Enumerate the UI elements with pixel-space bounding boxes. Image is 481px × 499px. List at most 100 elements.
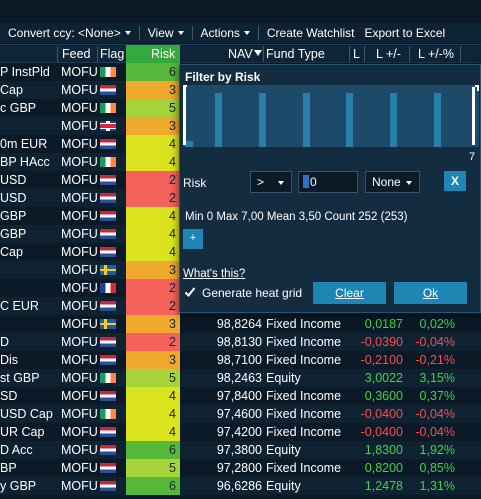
popup-title: Filter by Risk [185,70,261,84]
table-row[interactable]: st GBP MOFU 5 98,2463 Equity 3,0022 3,15% [0,369,481,387]
change-cell: 0,8200 [364,461,403,475]
export-excel-button[interactable]: Export to Excel [364,26,446,40]
table-row[interactable]: MOFU 3 98,8264 Fixed Income 0,0187 0,02% [0,315,481,333]
column-divider [364,46,365,62]
clear-button[interactable]: Clear [313,282,386,304]
filter-by-risk-popup: Filter by Risk 7 Risk > 0 None X Min 0 M… [179,64,481,313]
country-flag-icon [100,301,116,311]
table-row[interactable]: Dis MOFU 3 98,7100 Fixed Income -0,2100 -0,21% [0,351,481,369]
fund-name: GBP [0,209,27,223]
feed-cell: MOFU [61,389,98,403]
risk-cell: 4 [126,387,180,405]
add-condition-button[interactable]: + [183,229,203,249]
nav-cell: 97,8400 [216,389,262,403]
fund-type-cell: Fixed Income [266,353,342,367]
risk-value: 2 [169,191,176,205]
range-handle-left[interactable] [183,87,186,145]
risk-value-input[interactable]: 0 [298,171,358,193]
table-row[interactable]: MOFU 2 [0,279,481,297]
table-row[interactable]: P InstPld MOFU 6 [0,63,481,81]
column-header-l[interactable]: L [353,47,360,61]
fund-name: BP [0,461,17,475]
feed-cell: MOFU [61,281,98,295]
change-pct-cell: 3,15% [419,371,455,385]
heat-grid-checkbox[interactable] [184,286,196,298]
actions-menu[interactable]: Actions [193,23,258,43]
grid-header: Feed Flag Risk NAV Fund Type L L +/- L +… [0,44,481,63]
feed-cell: MOFU [61,209,98,223]
table-row[interactable]: BP MOFU 5 97,2800 Fixed Income 0,8200 0,85% [0,459,481,477]
column-header-l-change[interactable]: L +/- [376,47,401,61]
risk-cell: 2 [126,171,180,189]
country-flag-icon [100,391,116,401]
fund-name: UR Cap [0,425,45,439]
nav-cell: 97,2800 [216,461,262,475]
remove-filter-button[interactable]: X [444,171,466,191]
convert-currency-dropdown[interactable]: Convert ccy: <None> [0,23,139,43]
table-row[interactable]: c GBP MOFU 5 [0,99,481,117]
risk-histogram[interactable] [183,85,479,147]
table-row[interactable]: D MOFU 2 98,8130 Fixed Income -0,0390 -0,04% [0,333,481,351]
change-cell: 1,2478 [364,479,403,493]
operator-value: > [257,175,265,189]
table-row[interactable]: Cap MOFU 4 [0,243,481,261]
column-header-nav[interactable]: NAV [228,47,253,61]
risk-value: 2 [169,299,176,313]
change-cell: -0,0400 [360,407,403,421]
risk-value: 4 [169,425,176,439]
table-row[interactable]: USD MOFU 2 [0,171,481,189]
feed-cell: MOFU [61,173,98,187]
table-row[interactable]: UR Cap MOFU 4 97,4200 Fixed Income -0,0400 -0,… [0,423,481,441]
second-operator-select[interactable]: None [365,171,420,193]
fund-name: C EUR [0,299,39,313]
view-menu[interactable]: View [140,23,192,43]
risk-cell: 4 [126,243,180,261]
feed-cell: MOFU [61,443,98,457]
feed-cell: MOFU [61,245,98,259]
column-header-l-change-pct[interactable]: L +/-% [418,47,455,61]
country-flag-icon [100,427,116,437]
risk-cell: 4 [126,405,180,423]
nav-cell: 97,3800 [216,443,262,457]
column-header-fund-type[interactable]: Fund Type [266,47,325,61]
risk-cell: 6 [126,477,180,495]
table-row[interactable]: USD Cap MOFU 4 97,4600 Fixed Income -0,0400 -0… [0,405,481,423]
table-row[interactable]: y GBP MOFU 6 96,6286 Equity 1,2478 1,31% [0,477,481,495]
fund-name: Cap [0,245,23,259]
range-handle-right[interactable] [472,87,475,145]
risk-cell: 5 [126,459,180,477]
column-header-flag[interactable]: Flag [100,47,125,61]
ok-button[interactable]: Ok [394,282,467,304]
table-row[interactable]: GBP MOFU 4 [0,207,481,225]
feed-cell: MOFU [61,317,98,331]
operator-select[interactable]: > [250,171,292,193]
column-divider [263,46,264,62]
change-pct-cell: 0,02% [419,317,455,331]
feed-cell: MOFU [61,461,98,475]
feed-cell: MOFU [61,191,98,205]
risk-value: 6 [169,479,176,493]
risk-value: 4 [169,245,176,259]
risk-cell: 4 [126,423,180,441]
country-flag-icon [100,463,116,473]
country-flag-icon [100,409,116,419]
table-row[interactable]: D Acc MOFU 6 97,3800 Equity 1,8300 1,92% [0,441,481,459]
create-watchlist-button[interactable]: Create Watchlist [266,26,355,40]
risk-value: 3 [169,83,176,97]
country-flag-icon [100,319,116,329]
histogram-bar [185,141,193,147]
fund-type-cell: Fixed Income [266,461,342,475]
table-row[interactable]: SD MOFU 4 97,8400 Fixed Income 0,3600 0,37% [0,387,481,405]
fund-name: USD [0,191,27,205]
risk-cell: 3 [126,261,180,279]
risk-cell: 3 [126,81,180,99]
whats-this-link[interactable]: What's this? [183,268,246,280]
risk-value: 2 [169,281,176,295]
column-divider [409,46,410,62]
nav-cell: 98,8264 [216,317,262,331]
column-header-feed[interactable]: Feed [62,47,91,61]
table-row[interactable]: 0m EUR MOFU 4 [0,135,481,153]
column-header-risk[interactable]: Risk [151,47,176,61]
country-flag-icon [100,211,116,221]
risk-cell: 5 [126,99,180,117]
